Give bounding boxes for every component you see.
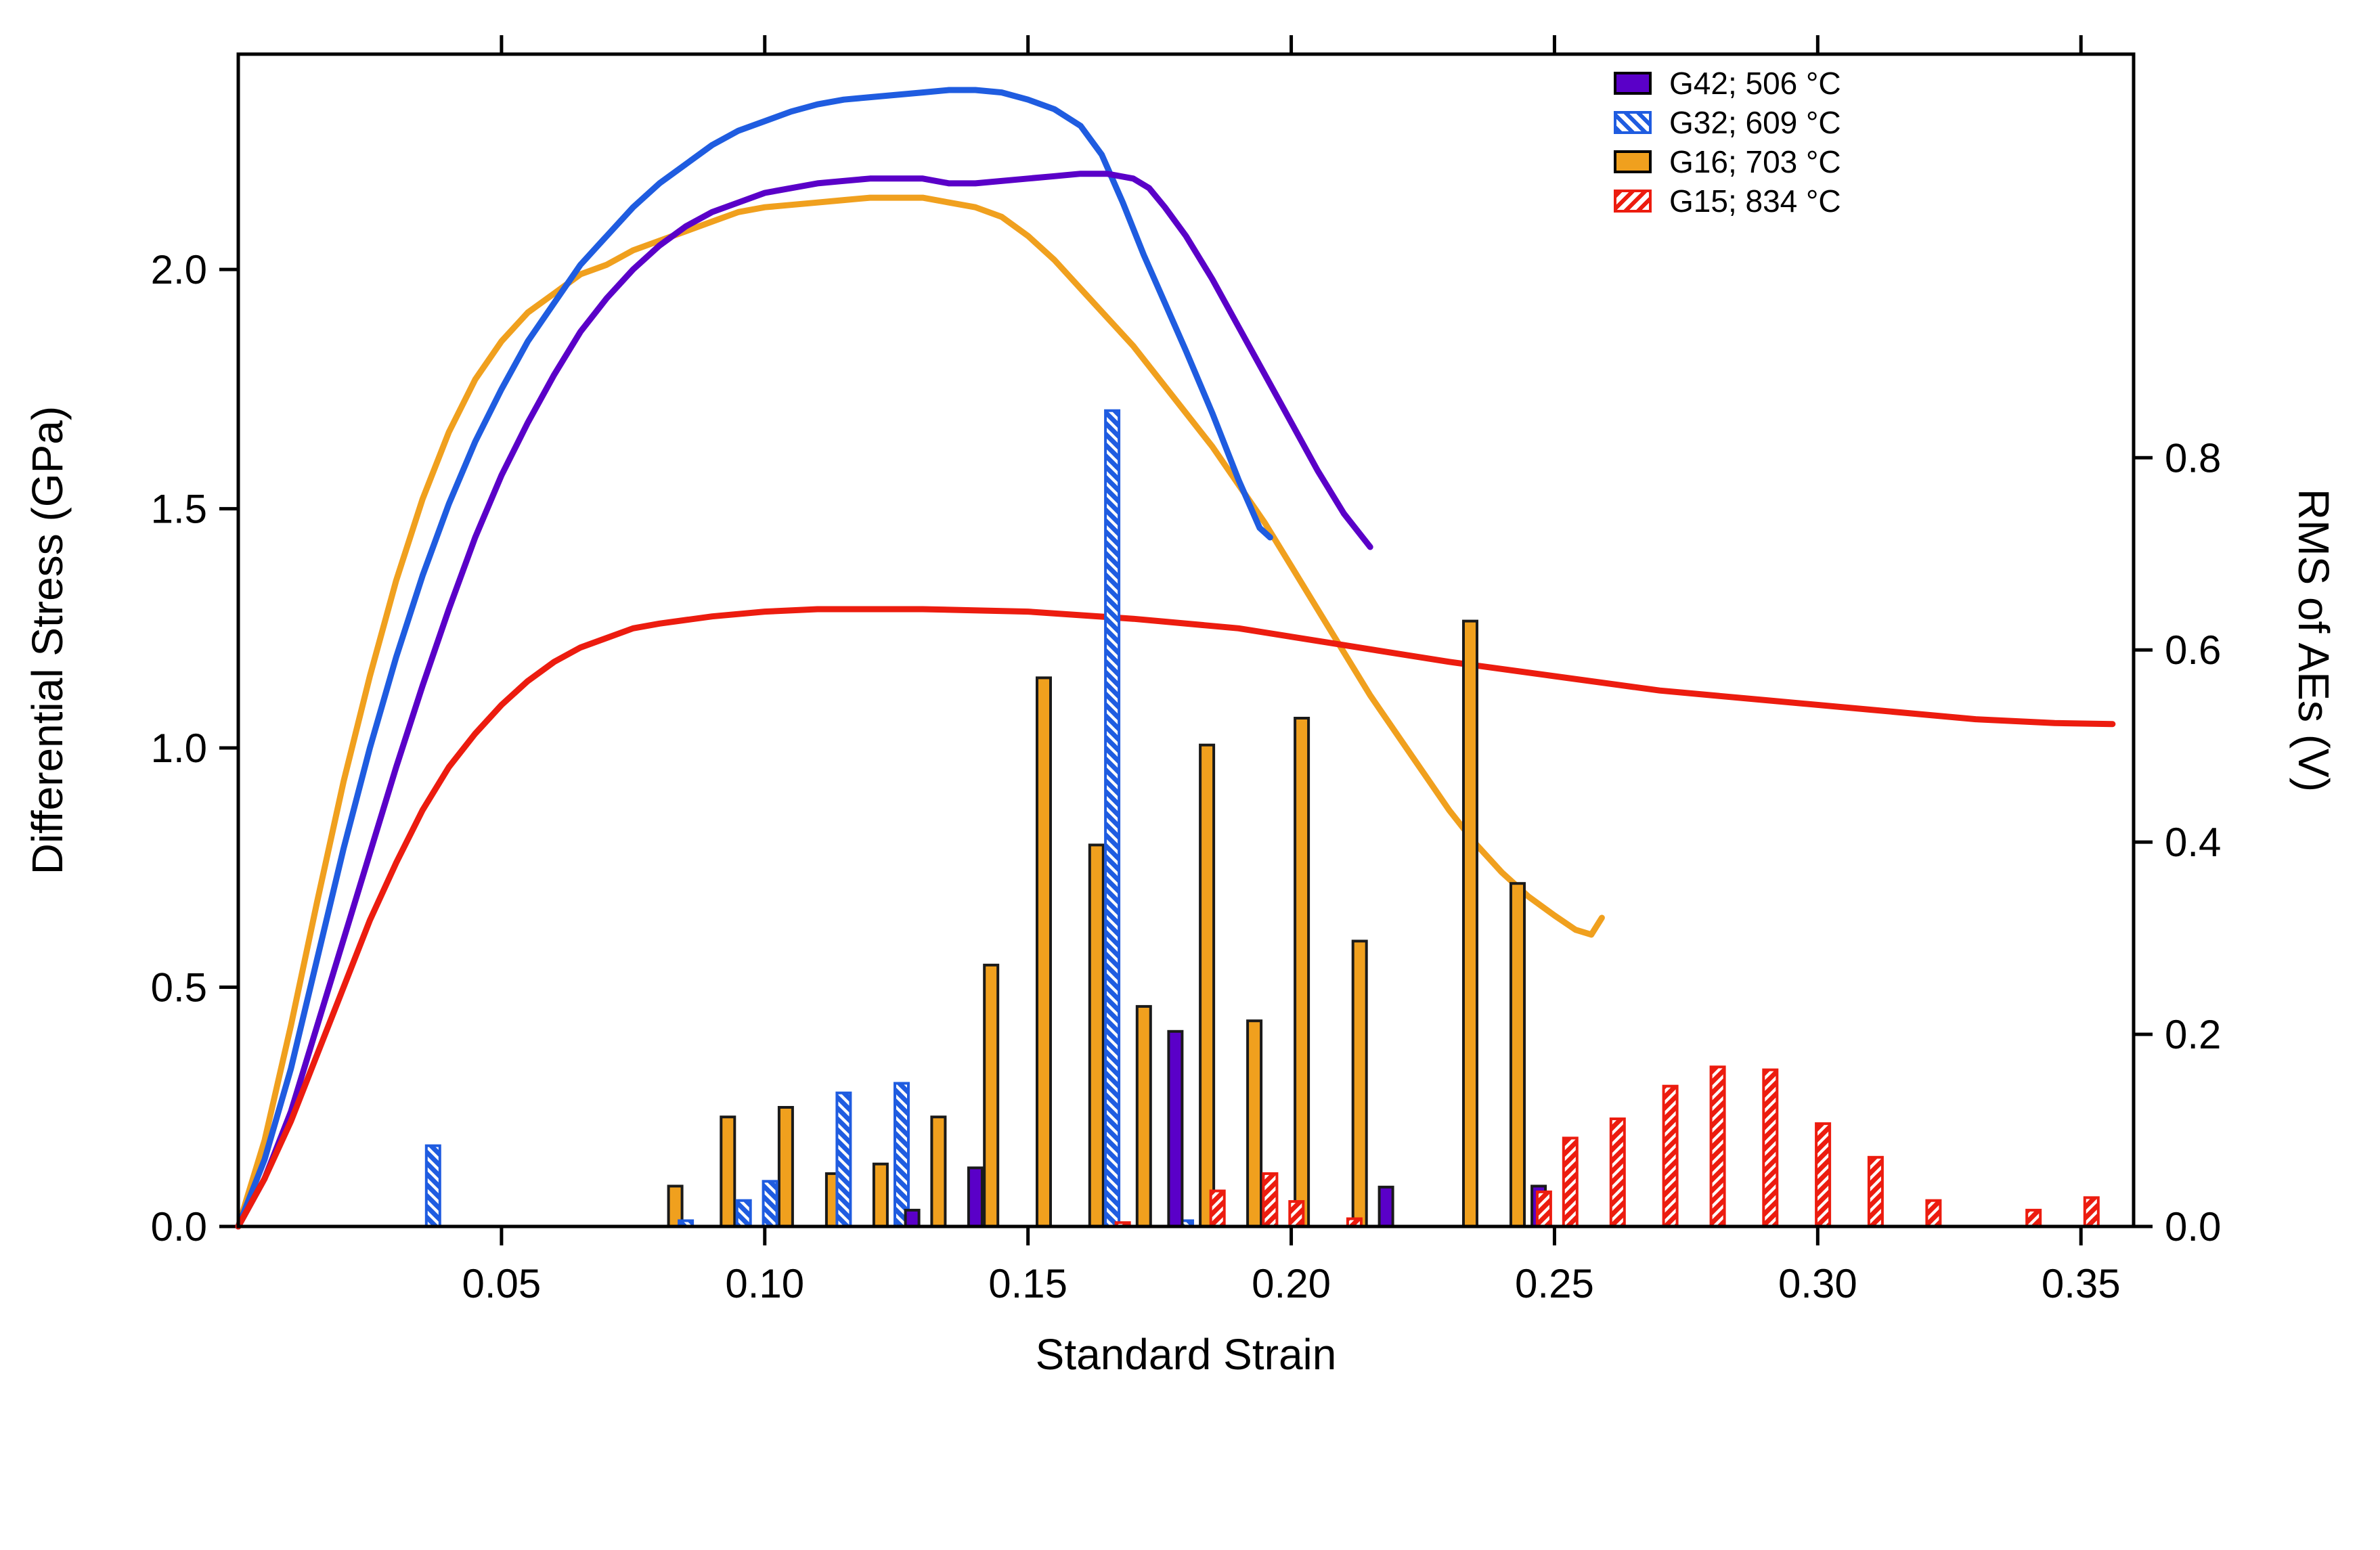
ae-bar: [1104, 409, 1121, 1228]
legend-swatch-g15: [1614, 190, 1652, 213]
ae-bar: [1351, 939, 1368, 1228]
axis-ticks: [219, 35, 2153, 1245]
ae-bar: [1562, 1136, 1579, 1228]
ae-bar: [1378, 1185, 1394, 1228]
bars-g15: [1114, 1065, 2100, 1228]
ae-bar: [1609, 1117, 1626, 1228]
y-left-tick-label: 2.0: [151, 247, 207, 292]
bars-g16: [667, 619, 1526, 1228]
ae-bar: [1294, 717, 1310, 1228]
y-left-tick-label: 1.0: [151, 726, 207, 771]
ae-bar: [1462, 619, 1478, 1228]
legend: G42; 506 °C G32; 609 °C G16; 703 °C G15;…: [1614, 66, 1841, 219]
ae-bar: [904, 1208, 921, 1228]
curve-g42: [235, 171, 1373, 1230]
y-right-tick-label: 0.0: [2165, 1204, 2221, 1249]
ae-bar: [1815, 1122, 1832, 1228]
ae-bar: [835, 1091, 852, 1228]
ae-bar: [1088, 843, 1105, 1228]
ae-bar: [1246, 1019, 1263, 1228]
y-right-tick-label: 0.4: [2165, 820, 2221, 865]
legend-item-g32: G32; 609 °C: [1614, 105, 1841, 140]
x-tick-label: 0.35: [2042, 1261, 2121, 1306]
legend-item-g16: G16; 703 °C: [1614, 144, 1841, 179]
x-tick-label: 0.20: [1252, 1261, 1331, 1306]
ae-bar: [1925, 1199, 1942, 1228]
ae-bar: [735, 1199, 752, 1228]
ae-bar: [1036, 676, 1052, 1228]
ae-bar: [872, 1162, 889, 1228]
legend-label-g16: G16; 703 °C: [1669, 144, 1841, 179]
y-right-tick-label: 0.2: [2165, 1012, 2221, 1057]
x-tick-label: 0.15: [988, 1261, 1067, 1306]
curve-g32: [235, 87, 1273, 1230]
x-axis-title: Standard Strain: [1035, 1330, 1337, 1379]
x-tick-label: 0.10: [725, 1261, 804, 1306]
y-right-tick-label: 0.8: [2165, 435, 2221, 481]
legend-swatch-g16: [1614, 150, 1652, 173]
ae-bar: [1135, 1004, 1152, 1228]
legend-label-g15: G15; 834 °C: [1669, 183, 1841, 219]
curve-g16: [235, 194, 1605, 1230]
ae-bar: [720, 1115, 736, 1228]
ae-bar: [967, 1166, 984, 1228]
legend-swatch-g42: [1614, 72, 1652, 95]
right-axis-title: RMS of AEs (V): [2289, 488, 2338, 793]
x-tick-label: 0.30: [1778, 1261, 1857, 1306]
left-axis-title: Differential Stress (GPa): [23, 405, 72, 875]
y-left-tick-label: 0.0: [151, 1204, 207, 1249]
plot-frame: [236, 52, 2136, 1228]
ae-bar: [777, 1106, 794, 1228]
bars-g32: [424, 409, 1194, 1228]
ae-bar: [1662, 1084, 1679, 1228]
curve-g15: [235, 606, 2116, 1230]
legend-swatch-g32: [1614, 111, 1652, 134]
x-tick-label: 0.25: [1515, 1261, 1594, 1306]
tick-labels: 0.05 0.10 0.15 0.20 0.25 0.30 0.35 0.0 0.5 1.0 1.5…: [151, 247, 2222, 1306]
legend-label-g32: G32; 609 °C: [1669, 105, 1841, 140]
ae-bar: [1762, 1068, 1779, 1228]
legend-label-g42: G42; 506 °C: [1669, 66, 1841, 101]
ae-bar: [1867, 1155, 1884, 1228]
ae-bar: [762, 1180, 778, 1228]
ae-bar: [1167, 1029, 1184, 1228]
ae-bar: [894, 1082, 910, 1228]
ae-bar: [1709, 1065, 1726, 1228]
ae-bar: [1509, 882, 1526, 1228]
ae-bar: [983, 963, 1000, 1228]
ae-bar: [1288, 1200, 1305, 1228]
ae-bar: [1535, 1190, 1552, 1228]
y-left-tick-label: 0.5: [151, 965, 207, 1011]
ae-bar: [2083, 1196, 2100, 1228]
legend-item-g42: G42; 506 °C: [1614, 66, 1841, 101]
ae-bar: [1209, 1189, 1226, 1228]
x-tick-label: 0.05: [462, 1261, 541, 1306]
ae-bar: [1199, 743, 1216, 1228]
ae-bar: [1262, 1172, 1279, 1228]
ae-bar: [424, 1144, 441, 1228]
y-right-tick-label: 0.6: [2165, 627, 2221, 673]
ae-bar: [930, 1115, 947, 1228]
y-left-tick-label: 1.5: [151, 487, 207, 532]
ae-bar: [2025, 1208, 2042, 1228]
legend-item-g15: G15; 834 °C: [1614, 183, 1841, 219]
